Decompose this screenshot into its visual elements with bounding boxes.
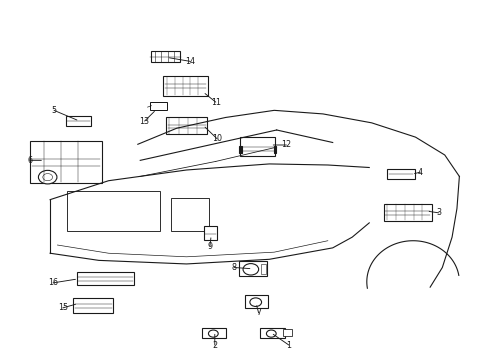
Text: 7: 7 — [256, 309, 261, 318]
Text: 12: 12 — [281, 140, 292, 149]
Circle shape — [243, 264, 259, 275]
Circle shape — [267, 330, 276, 337]
Bar — [203, 226, 217, 240]
Bar — [261, 264, 267, 274]
Bar — [202, 328, 225, 338]
Bar — [166, 117, 207, 134]
Circle shape — [38, 170, 57, 184]
Bar — [151, 51, 180, 62]
Bar — [245, 295, 269, 308]
Bar — [239, 146, 242, 153]
Circle shape — [208, 330, 218, 337]
Bar — [163, 76, 208, 96]
Bar — [67, 191, 160, 231]
Text: 4: 4 — [418, 168, 423, 177]
Text: 13: 13 — [140, 117, 149, 126]
Text: 6: 6 — [27, 156, 32, 165]
Bar — [384, 203, 432, 221]
Bar — [240, 137, 275, 156]
Text: 2: 2 — [212, 341, 218, 350]
Bar — [387, 168, 415, 179]
Text: 10: 10 — [212, 134, 222, 143]
Bar — [150, 102, 167, 110]
Text: 8: 8 — [232, 263, 237, 272]
Text: 11: 11 — [211, 98, 221, 107]
Bar — [74, 298, 114, 313]
Text: 3: 3 — [437, 208, 441, 217]
Bar — [77, 272, 134, 285]
Circle shape — [43, 174, 52, 181]
Bar — [239, 261, 268, 276]
Bar — [66, 116, 91, 126]
Bar — [171, 198, 209, 231]
Bar — [30, 141, 102, 183]
Bar — [274, 146, 276, 153]
Circle shape — [250, 298, 262, 306]
Text: 16: 16 — [48, 278, 58, 287]
Text: 9: 9 — [207, 242, 213, 251]
Text: 1: 1 — [286, 341, 292, 350]
Bar — [260, 328, 285, 338]
Text: 5: 5 — [51, 106, 56, 115]
Text: 14: 14 — [185, 57, 196, 66]
Bar — [283, 329, 292, 337]
Text: 15: 15 — [58, 303, 68, 312]
